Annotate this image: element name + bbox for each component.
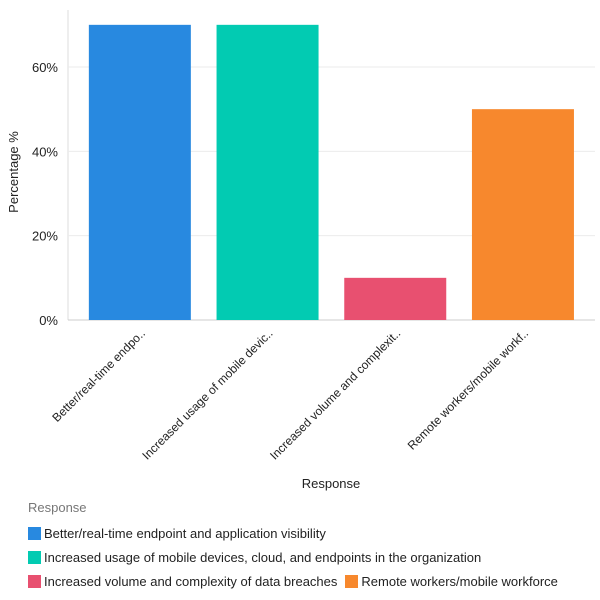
y-axis-label: Percentage % — [6, 131, 21, 213]
x-tick-label: Remote workers/mobile workf.. — [405, 326, 531, 452]
bar-chart: 0%20%40%60% Better/real-time endpo..Incr… — [6, 10, 595, 491]
legend-swatch — [345, 574, 359, 588]
x-tick-label: Increased usage of mobile devic.. — [139, 326, 275, 462]
x-tick-label: Better/real-time endpo.. — [49, 326, 148, 425]
legend-swatch — [28, 526, 41, 540]
y-tick-label: 20% — [32, 229, 58, 244]
legend-item[interactable]: Increased volume and complexity of data … — [28, 574, 337, 589]
legend-label: Better/real-time endpoint and applicatio… — [44, 525, 326, 541]
legend-title: Response — [28, 500, 87, 515]
bar[interactable] — [471, 109, 574, 321]
legend-label: Increased usage of mobile devices, cloud… — [44, 549, 482, 565]
legend-swatch — [28, 574, 41, 588]
legend-label: Remote workers/mobile workforce — [361, 573, 558, 589]
legend-item[interactable]: Better/real-time endpoint and applicatio… — [28, 526, 326, 541]
x-tick-label: Increased volume and complexit.. — [267, 326, 403, 462]
y-tick-label: 60% — [32, 60, 58, 75]
legend-item[interactable]: Increased usage of mobile devices, cloud… — [28, 550, 481, 565]
y-tick-label: 40% — [32, 144, 58, 159]
legend-label: Increased volume and complexity of data … — [44, 573, 338, 589]
legend-item[interactable]: Remote workers/mobile workforce — [345, 574, 558, 589]
legend-swatch — [28, 550, 41, 564]
y-tick-label: 0% — [39, 313, 58, 328]
legend: Response Better/real-time endpoint and a… — [28, 500, 566, 593]
bar[interactable] — [216, 24, 319, 320]
bar[interactable] — [344, 277, 447, 320]
bar[interactable] — [88, 24, 191, 320]
x-axis-label: Response — [302, 476, 361, 491]
